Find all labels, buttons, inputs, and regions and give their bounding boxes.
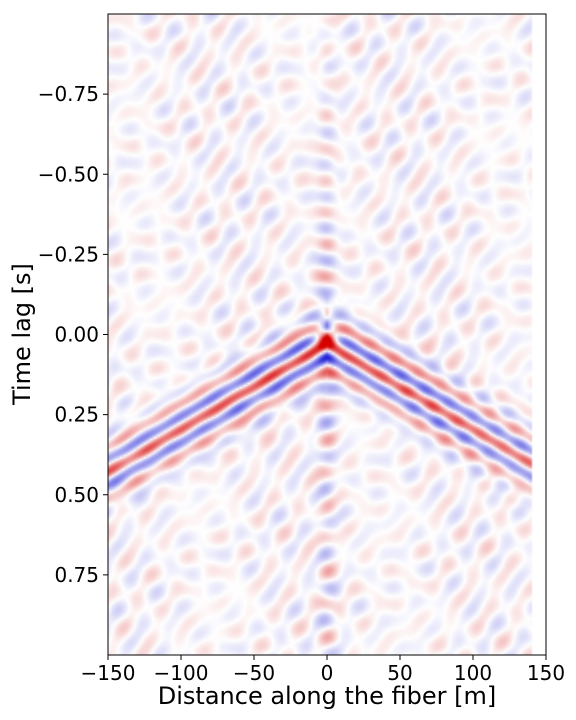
x-tick-label: −150 (81, 661, 136, 685)
y-tick-label: −0.50 (38, 162, 99, 186)
y-axis-ticks: −0.75 −0.50 −0.25 0.00 0.25 0.50 0.75 (38, 82, 108, 587)
plot-area (107, 13, 547, 656)
y-axis-label: Time lag [s] (8, 263, 36, 406)
x-tick-label: −100 (154, 661, 209, 685)
y-tick-label: 0.50 (54, 483, 99, 507)
x-axis-label: Distance along the fiber [m] (158, 682, 496, 710)
x-tick-label: 0 (321, 661, 334, 685)
x-tick-label: 50 (387, 661, 412, 685)
y-tick-label: 0.25 (54, 403, 99, 427)
heatmap-image (108, 14, 546, 655)
x-axis-ticks: −150 −100 −50 0 50 100 150 (81, 655, 565, 685)
y-tick-label: 0.00 (54, 323, 99, 347)
y-tick-label: −0.25 (38, 242, 99, 266)
x-tick-label: 100 (454, 661, 492, 685)
y-tick-label: 0.75 (54, 563, 99, 587)
y-tick-label: −0.75 (38, 82, 99, 106)
x-tick-label: −50 (233, 661, 275, 685)
x-tick-label: 150 (527, 661, 565, 685)
